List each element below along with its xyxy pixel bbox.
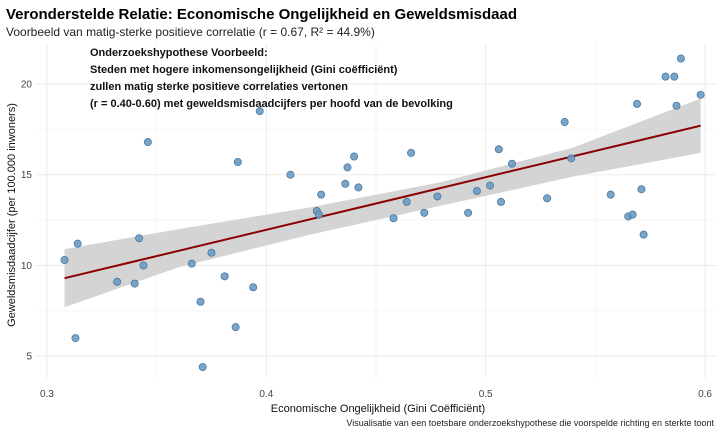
annotation-line-1: Onderzoekshypothese Voorbeeld:	[90, 47, 268, 59]
data-point	[343, 163, 352, 172]
y-tick-label: 10	[21, 261, 33, 272]
data-point	[567, 154, 576, 163]
data-point	[420, 208, 429, 217]
data-point	[672, 101, 681, 110]
y-axis-label: Geweldsmisdaadcijfer (per 100.000 inwone…	[6, 103, 18, 327]
data-point	[543, 194, 552, 203]
data-point	[220, 272, 229, 281]
data-point	[494, 145, 503, 154]
data-point	[628, 210, 637, 219]
data-point	[696, 90, 705, 99]
data-point	[135, 234, 144, 243]
y-tick-label: 5	[26, 352, 32, 363]
x-axis-ticks: 0.3 0.4 0.5 0.6	[40, 389, 712, 400]
data-point	[402, 197, 411, 206]
data-point	[354, 183, 363, 192]
chart-title: Veronderstelde Relatie: Economische Onge…	[6, 6, 517, 23]
data-point	[286, 170, 295, 179]
hypothesis-annotation: Onderzoekshypothese Voorbeeld: Steden me…	[90, 47, 453, 110]
data-point	[507, 159, 516, 168]
data-points	[60, 54, 705, 372]
data-point	[606, 190, 615, 199]
x-tick-label: 0.6	[698, 389, 712, 400]
data-point	[233, 157, 242, 166]
annotation-line-3: zullen matig sterke positieve correlatie…	[90, 81, 348, 93]
x-axis-label: Economische Ongelijkheid (Gini Coëfficië…	[271, 403, 485, 415]
data-point	[60, 256, 69, 265]
data-point	[314, 210, 323, 219]
chart-caption: Visualisatie van een toetsbare onderzoek…	[346, 418, 714, 428]
data-point	[637, 185, 646, 194]
data-point	[317, 190, 326, 199]
data-point	[464, 208, 473, 217]
data-point	[472, 187, 481, 196]
data-point	[143, 138, 152, 147]
x-tick-label: 0.3	[40, 389, 54, 400]
data-point	[341, 179, 350, 188]
data-point	[560, 118, 569, 127]
y-tick-label: 20	[21, 79, 33, 90]
data-point	[196, 297, 205, 306]
data-point	[433, 192, 442, 201]
trend-line	[64, 124, 701, 280]
y-tick-label: 15	[21, 170, 33, 181]
data-point	[389, 214, 398, 223]
data-point	[255, 107, 264, 116]
data-point	[71, 334, 80, 343]
data-point	[633, 99, 642, 108]
annotation-line-4: (r = 0.40-0.60) met geweldsmisdaadcijfer…	[90, 98, 453, 110]
data-point	[407, 148, 416, 157]
data-point	[249, 283, 258, 292]
data-point	[187, 259, 196, 268]
data-point	[639, 230, 648, 239]
x-tick-label: 0.5	[479, 389, 493, 400]
data-point	[130, 279, 139, 288]
data-point	[198, 363, 207, 372]
data-point	[139, 261, 148, 270]
data-point	[207, 248, 216, 257]
data-point	[676, 54, 685, 63]
data-point	[661, 72, 670, 81]
data-point	[350, 152, 359, 161]
data-point	[73, 239, 82, 248]
x-tick-label: 0.4	[259, 389, 273, 400]
data-point	[486, 181, 495, 190]
annotation-line-2: Steden met hogere inkomensongelijkheid (…	[90, 64, 398, 76]
data-point	[113, 277, 122, 286]
data-point	[231, 323, 240, 332]
data-point	[670, 72, 679, 81]
chart-subtitle: Voorbeeld van matig-sterke positieve cor…	[6, 25, 375, 39]
data-point	[497, 197, 506, 206]
y-axis-ticks: 5 10 15 20	[21, 79, 33, 362]
